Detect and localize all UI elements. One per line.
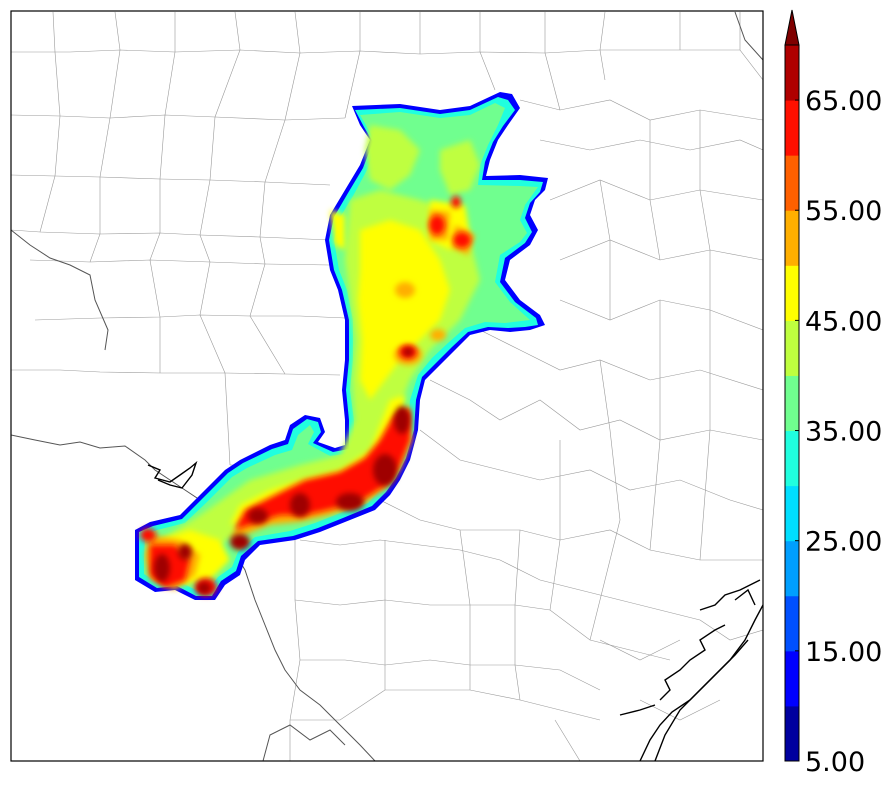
colorbar-extend-arrow (784, 9, 800, 46)
colorbar-segment (785, 155, 799, 211)
map-panel (11, 11, 763, 761)
colorbar-segment (785, 650, 799, 707)
field-darkred (154, 348, 413, 594)
colorbar (784, 9, 800, 762)
colorbar-tick-label: 35.00 (805, 417, 882, 448)
colorbar-segment (785, 265, 799, 321)
colorbar-segment (785, 45, 799, 101)
colorbar-segment (785, 595, 799, 652)
colorbar-tick-label: 55.00 (805, 196, 882, 227)
colorbar-labels: 5.00 15.00 25.00 35.00 45.00 55.00 65.00 (795, 86, 882, 778)
map-frame (10, 10, 764, 762)
colorbar-tick-label: 65.00 (805, 86, 882, 117)
colorbar-segment (785, 705, 799, 762)
colorbar-tick-label: 15.00 (805, 637, 882, 668)
precipitation-field (135, 92, 548, 600)
colorbar-segment (785, 320, 799, 376)
colorbar-segment (785, 540, 799, 597)
coastline (147, 460, 763, 761)
colorbar-tick-label: 45.00 (805, 306, 882, 337)
colorbar-segment (785, 100, 799, 156)
colorbar-segment (785, 210, 799, 266)
county-borders (11, 11, 763, 761)
colorbar-segment (785, 375, 799, 432)
colorbar-segment (785, 485, 799, 542)
colorbar-tick-label: 25.00 (805, 527, 882, 558)
colorbar-outline (784, 44, 800, 762)
colorbar-tick-label: 5.00 (805, 747, 865, 778)
colorbar-segment (785, 430, 799, 487)
